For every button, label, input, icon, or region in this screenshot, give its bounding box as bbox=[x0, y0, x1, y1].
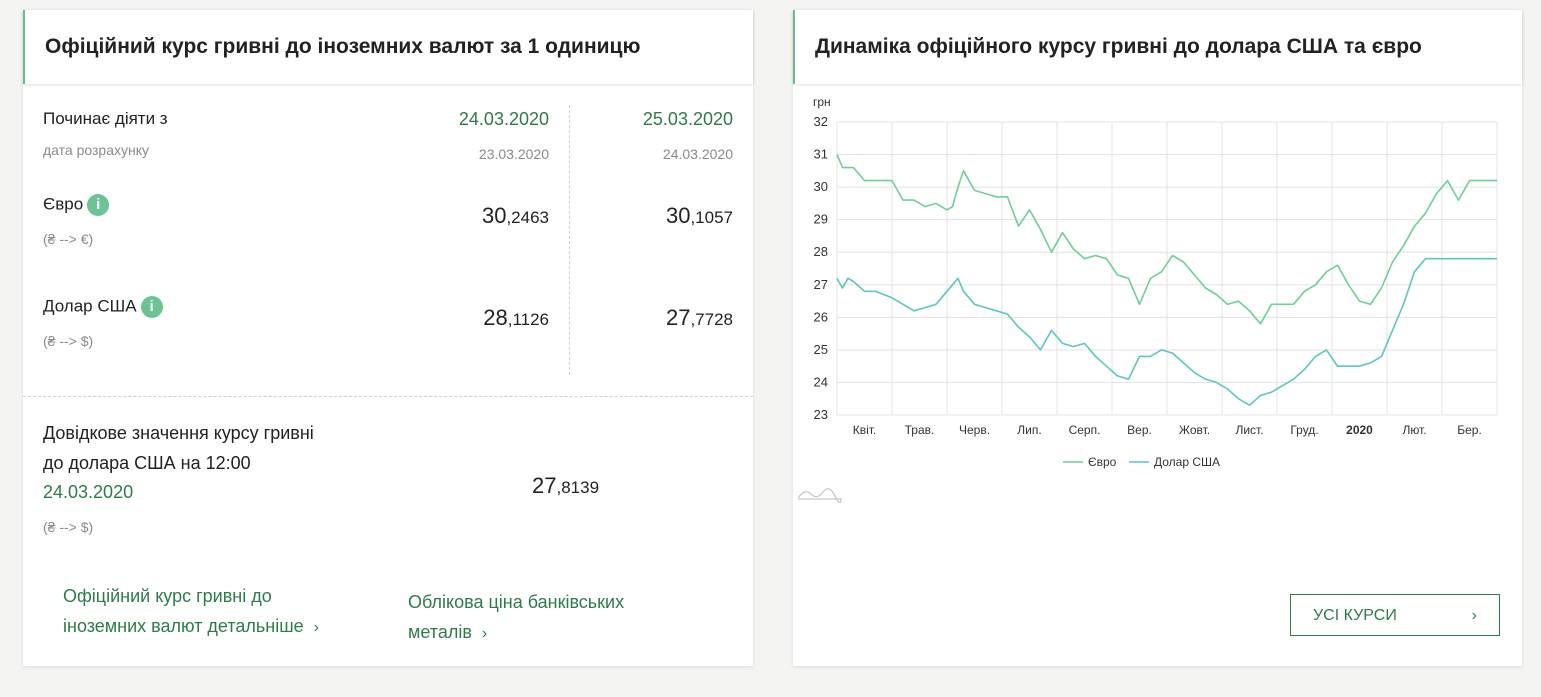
column-divider bbox=[569, 105, 570, 375]
y-tick-label: 32 bbox=[814, 114, 828, 129]
y-axis-ticks: 23 24 25 26 27 28 29 30 31 32 bbox=[814, 114, 828, 422]
usd-rate-col1: 28,1126 bbox=[483, 305, 549, 330]
official-rates-title: Офіційний курс гривні до іноземних валют… bbox=[45, 35, 641, 58]
euro-rate-col1: 30,2463 bbox=[481, 203, 549, 228]
chevron-right-icon: › bbox=[481, 625, 488, 642]
x-tick-label: Жовт. bbox=[1179, 423, 1210, 437]
chevron-right-icon: › bbox=[1471, 607, 1477, 624]
rate-dynamics-header: Динаміка офіційного курсу гривні до дола… bbox=[793, 10, 1522, 84]
x-tick-label: Серп. bbox=[1069, 423, 1101, 437]
legend-label: Євро bbox=[1088, 455, 1117, 469]
x-tick-label: Черв. bbox=[959, 423, 990, 437]
col2-date: 25.03.2020 bbox=[642, 109, 733, 129]
rate-dynamics-chart: 23 24 25 26 27 28 29 30 31 32 Квіт. Трав. Черв. Лип.… bbox=[797, 95, 1498, 503]
y-axis-unit-label: грн bbox=[813, 95, 831, 109]
reference-line2: до долара США на 12:00 bbox=[43, 453, 251, 473]
y-tick-label: 30 bbox=[814, 179, 828, 194]
series-line-0 bbox=[836, 154, 1497, 325]
metals-price-link[interactable]: Облікова ціна банківських металів › bbox=[408, 587, 624, 649]
y-tick-label: 24 bbox=[814, 374, 828, 389]
y-tick-label: 31 bbox=[814, 147, 828, 162]
x-tick-label: 2020 bbox=[1346, 423, 1373, 437]
x-tick-label: Лист. bbox=[1235, 423, 1263, 437]
y-tick-label: 27 bbox=[814, 277, 828, 292]
y-tick-label: 28 bbox=[814, 244, 828, 259]
detailed-rates-link[interactable]: Офіційний курс гривні до іноземних валют… bbox=[63, 581, 319, 643]
x-tick-label: Лют. bbox=[1402, 423, 1426, 437]
starts-label: Починає діяти з bbox=[43, 109, 168, 128]
usd-row: Долар США i bbox=[43, 296, 163, 318]
col1-calc-date: 23.03.2020 bbox=[478, 146, 549, 162]
chevron-right-icon: › bbox=[313, 619, 319, 636]
usd-label: Долар США bbox=[43, 296, 137, 316]
x-tick-label: Груд. bbox=[1290, 423, 1318, 437]
reference-date: 24.03.2020 bbox=[43, 482, 134, 502]
calc-date-label: дата розрахунку bbox=[43, 142, 149, 158]
x-axis-ticks: Квіт. Трав. Черв. Лип. Серп. Вер. Жовт. Лист. Гр… bbox=[853, 423, 1482, 437]
series-line-1 bbox=[836, 257, 1497, 406]
euro-row: Євро i bbox=[43, 194, 110, 216]
reference-line1: Довідкове значення курсу гривні bbox=[43, 423, 314, 443]
official-rates-card: Офіційний курс гривні до іноземних валют… bbox=[23, 10, 753, 666]
rate-dynamics-card: Динаміка офіційного курсу гривні до дола… bbox=[793, 10, 1522, 666]
legend-label: Долар США bbox=[1154, 455, 1220, 469]
usd-rate-col2: 27,7728 bbox=[665, 305, 733, 330]
col1-date: 24.03.2020 bbox=[458, 109, 549, 129]
y-tick-label: 23 bbox=[814, 407, 828, 422]
reference-direction: (₴ --> $) bbox=[43, 519, 94, 535]
euro-info-icon[interactable]: i bbox=[87, 194, 110, 216]
x-tick-label: Трав. bbox=[905, 423, 935, 437]
chart-legend: Євро Долар США bbox=[1063, 455, 1220, 469]
euro-rate-col2: 30,1057 bbox=[665, 203, 733, 228]
navigator-mini-chart bbox=[797, 488, 842, 503]
usd-direction: (₴ --> $) bbox=[43, 333, 94, 349]
y-tick-label: 25 bbox=[814, 342, 828, 357]
x-tick-label: Лип. bbox=[1017, 423, 1041, 437]
col2-calc-date: 24.03.2020 bbox=[662, 146, 733, 162]
usd-info-icon[interactable]: i bbox=[140, 296, 163, 318]
section-divider bbox=[23, 396, 753, 397]
y-tick-label: 26 bbox=[814, 309, 828, 324]
chart-grid bbox=[836, 121, 1498, 416]
all-rates-button[interactable]: УСІ КУРСИ › bbox=[1290, 594, 1500, 636]
official-rates-header: Офіційний курс гривні до іноземних валют… bbox=[23, 10, 753, 84]
euro-direction: (₴ --> €) bbox=[43, 231, 94, 247]
rate-dynamics-title: Динаміка офіційного курсу гривні до дола… bbox=[815, 35, 1422, 58]
x-tick-label: Квіт. bbox=[853, 423, 877, 437]
reference-rate: 27,8139 bbox=[532, 473, 600, 498]
x-tick-label: Вер. bbox=[1127, 423, 1152, 437]
chart-series bbox=[836, 154, 1497, 406]
y-tick-label: 29 bbox=[814, 212, 828, 227]
euro-label: Євро bbox=[43, 194, 84, 214]
x-tick-label: Бер. bbox=[1457, 423, 1482, 437]
